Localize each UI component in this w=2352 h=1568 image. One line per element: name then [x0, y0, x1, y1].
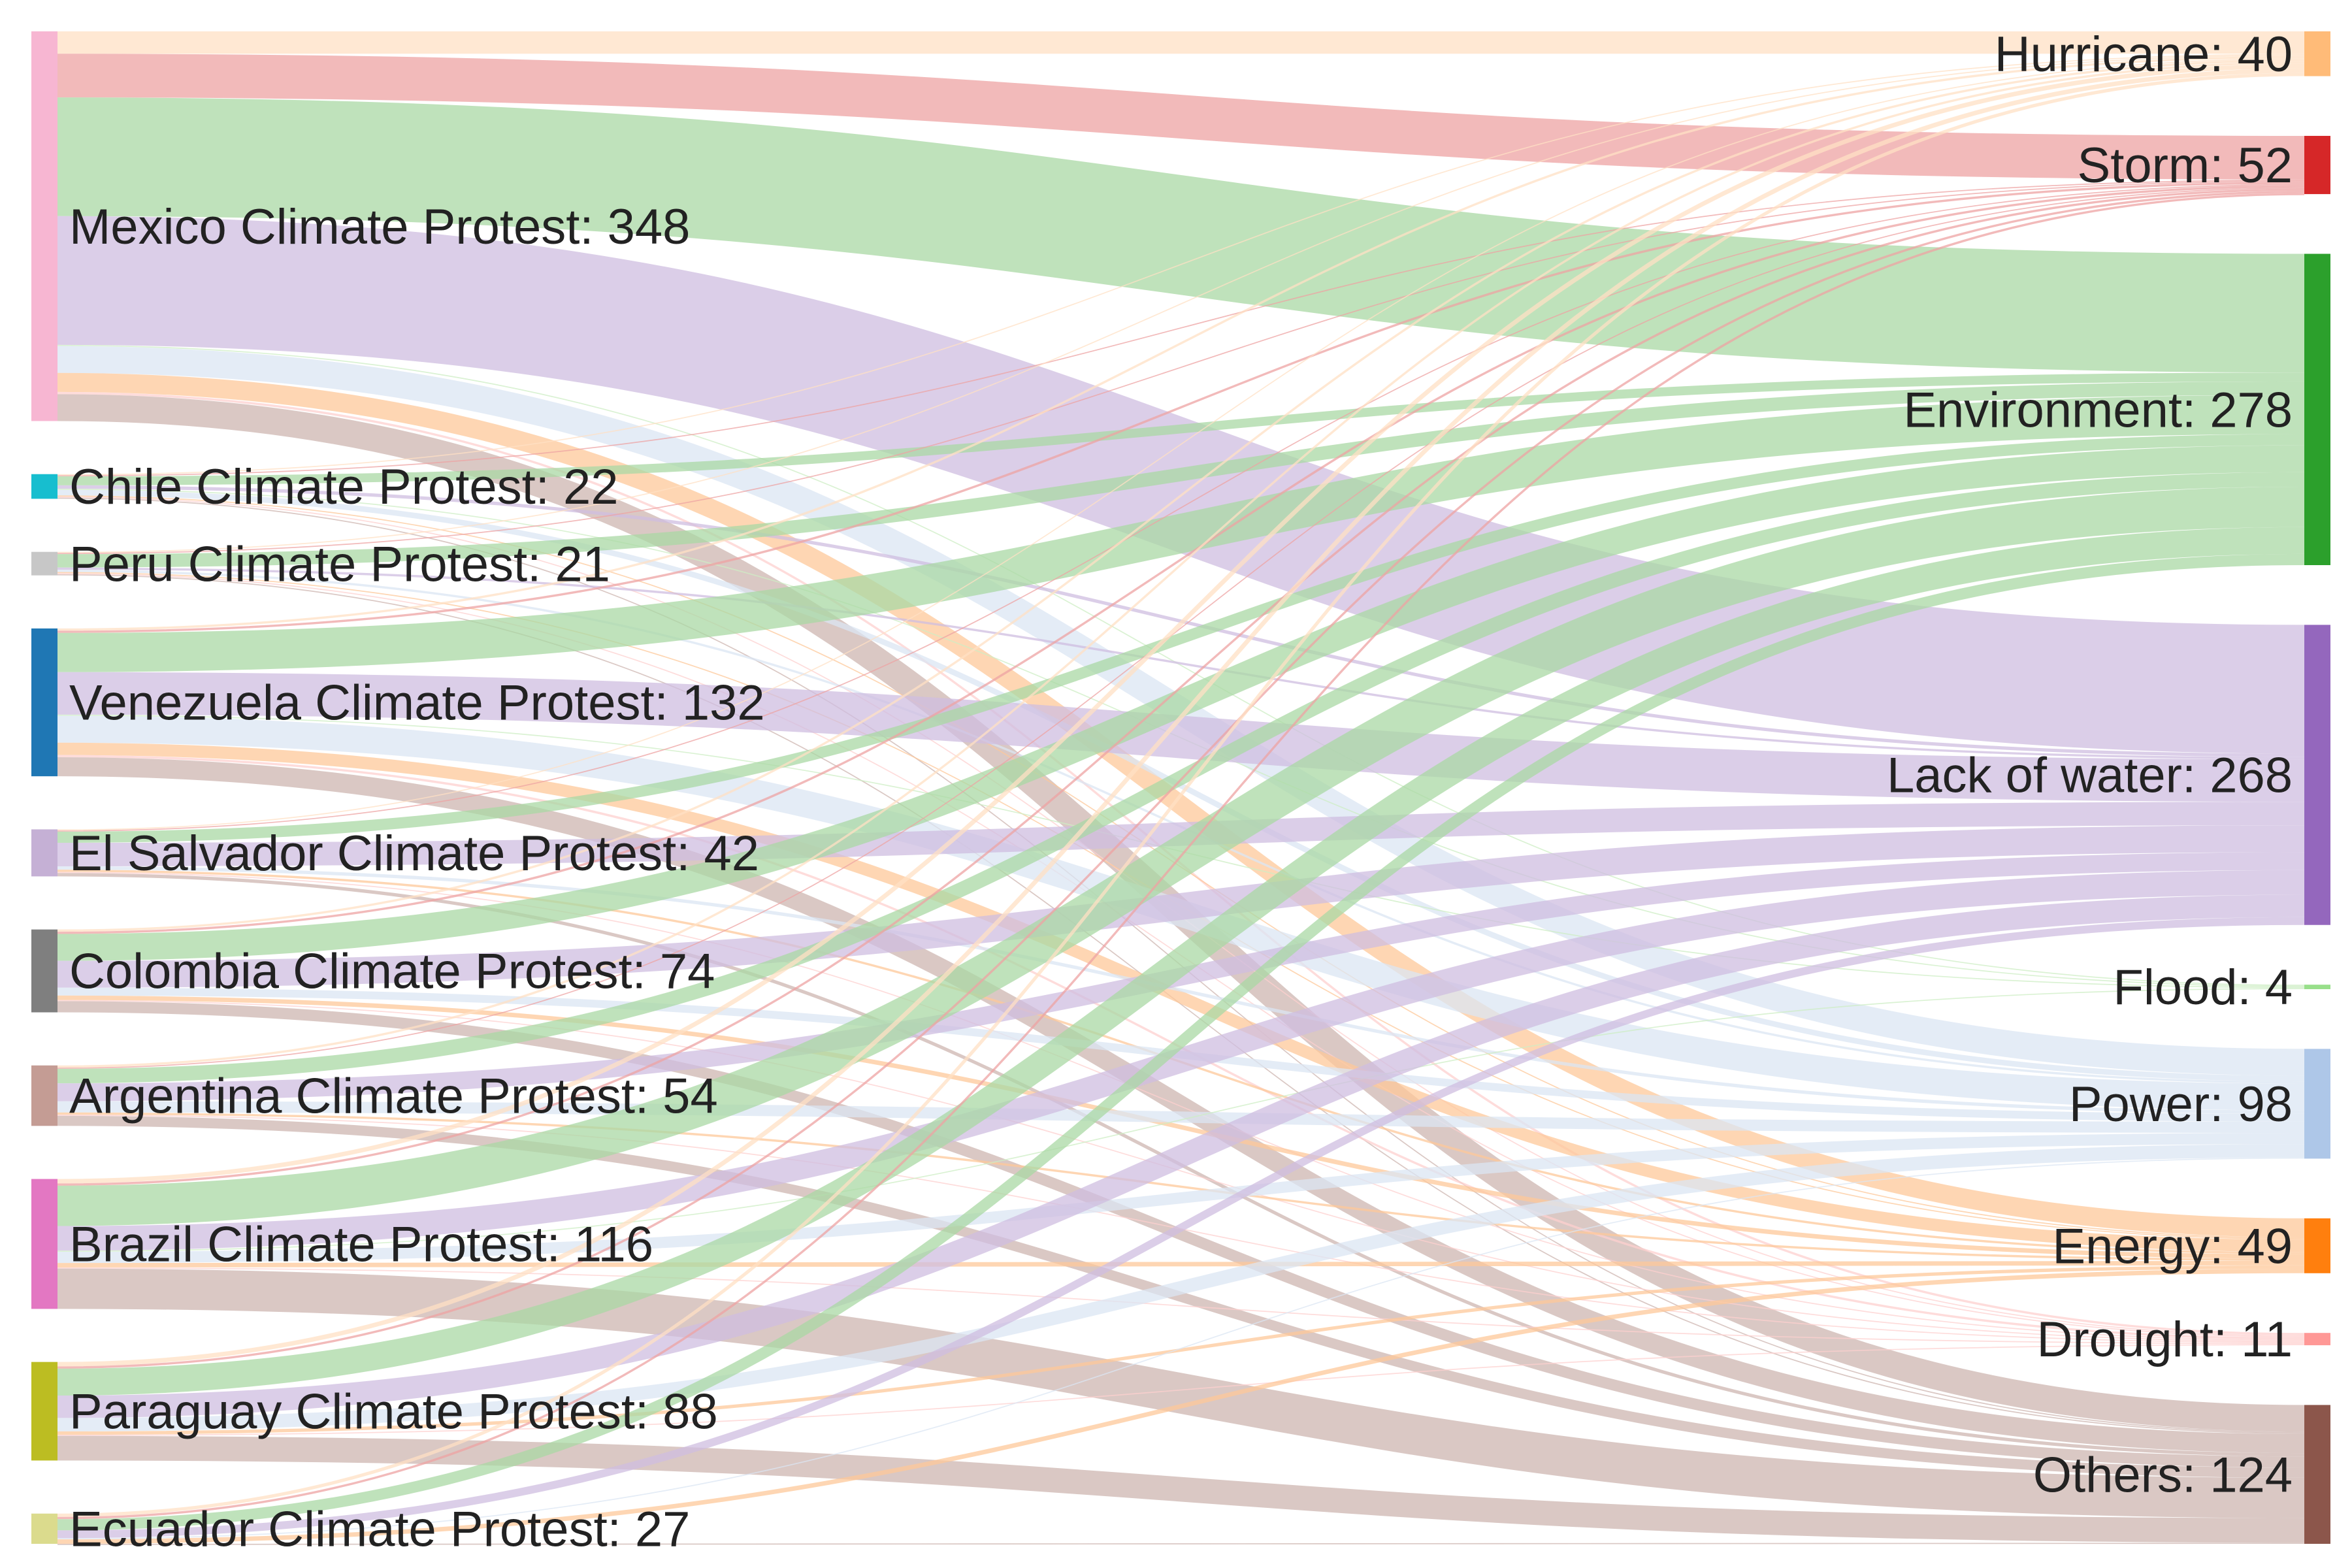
link-brazil-climate-protest-to-storm: [57, 188, 2305, 1186]
link-ecuador-climate-protest-to-power: [57, 1157, 2305, 1540]
link-brazil-climate-protest-to-hurricane: [57, 63, 2305, 1184]
link-peru-climate-protest-to-hurricane: [57, 54, 2305, 553]
link-colombia-climate-protest-to-environment: [57, 445, 2305, 961]
node-label-venezuela-climate-protest: Venezuela Climate Protest: 132: [69, 676, 765, 731]
link-colombia-climate-protest-to-hurricane: [57, 59, 2305, 932]
link-venezuela-climate-protest-to-energy: [57, 742, 2305, 1252]
node-el-salvador-climate-protest: [31, 829, 57, 877]
link-mexico-climate-protest-to-environment: [57, 97, 2305, 373]
node-label-el-salvador-climate-protest: El Salvador Climate Protest: 42: [69, 826, 759, 881]
node-argentina-climate-protest: [31, 1065, 57, 1126]
link-peru-climate-protest-to-lack-of-water: [57, 567, 2305, 760]
node-storm: [2304, 135, 2330, 195]
node-label-lack-of-water: Lack of water: 268: [1887, 748, 2293, 804]
node-label-colombia-climate-protest: Colombia Climate Protest: 74: [69, 944, 715, 1000]
link-peru-climate-protest-to-storm: [57, 180, 2305, 555]
link-ecuador-climate-protest-to-energy: [57, 1268, 2305, 1544]
link-chile-climate-protest-to-storm: [57, 179, 2305, 477]
link-venezuela-climate-protest-to-hurricane: [57, 56, 2305, 631]
node-label-chile-climate-protest: Chile Climate Protest: 22: [69, 459, 619, 515]
link-brazil-climate-protest-to-others: [57, 1268, 2305, 1518]
link-venezuela-climate-protest-to-environment: [57, 395, 2305, 672]
node-venezuela-climate-protest: [31, 628, 57, 777]
link-ecuador-climate-protest-to-lack-of-water: [57, 917, 2305, 1539]
link-colombia-climate-protest-to-lack-of-water: [57, 825, 2305, 988]
node-label-power: Power: 98: [2069, 1077, 2293, 1132]
link-chile-climate-protest-to-hurricane: [57, 54, 2305, 476]
link-brazil-climate-protest-to-power: [57, 1132, 2305, 1264]
link-ecuador-climate-protest-to-hurricane: [57, 73, 2305, 1517]
link-colombia-climate-protest-to-drought: [57, 1000, 2305, 1342]
node-mexico-climate-protest: [31, 31, 57, 421]
link-argentina-climate-protest-to-storm: [57, 187, 2305, 1069]
node-energy: [2304, 1218, 2330, 1273]
link-brazil-climate-protest-to-lack-of-water: [57, 870, 2305, 1251]
node-lack-of-water: [2304, 625, 2330, 925]
node-label-mexico-climate-protest: Mexico Climate Protest: 348: [69, 199, 690, 255]
link-chile-climate-protest-to-environment: [57, 372, 2305, 485]
node-drought: [2304, 1333, 2330, 1346]
node-brazil-climate-protest: [31, 1179, 57, 1309]
link-paraguay-climate-protest-to-others: [57, 1435, 2305, 1543]
node-others: [2304, 1405, 2330, 1544]
link-peru-climate-protest-to-environment: [57, 381, 2305, 568]
link-ecuador-climate-protest-to-environment: [57, 553, 2305, 1531]
node-label-ecuador-climate-protest: Ecuador Climate Protest: 27: [69, 1501, 690, 1557]
link-paraguay-climate-protest-to-storm: [57, 190, 2305, 1369]
node-label-peru-climate-protest: Peru Climate Protest: 21: [69, 536, 610, 592]
node-environment: [2304, 253, 2330, 565]
link-brazil-climate-protest-to-flood: [57, 988, 2305, 1252]
node-label-flood: Flood: 4: [2113, 960, 2293, 1015]
link-paraguay-climate-protest-to-drought: [57, 1344, 2305, 1436]
link-paraguay-climate-protest-to-lack-of-water: [57, 894, 2305, 1418]
link-el-salvador-climate-protest-to-environment: [57, 434, 2305, 843]
node-label-drought: Drought: 11: [2036, 1312, 2293, 1367]
link-argentina-climate-protest-to-hurricane: [57, 61, 2305, 1068]
link-paraguay-climate-protest-to-environment: [57, 527, 2305, 1396]
node-chile-climate-protest: [31, 474, 57, 499]
link-ecuador-climate-protest-to-others: [57, 1543, 2305, 1545]
link-argentina-climate-protest-to-environment: [57, 472, 2305, 1084]
node-peru-climate-protest: [31, 551, 57, 576]
link-brazil-climate-protest-to-drought: [57, 1267, 2305, 1345]
link-ecuador-climate-protest-to-storm: [57, 193, 2305, 1520]
sankey-labels: Mexico Climate Protest: 348 Chile Climate…: [69, 27, 2293, 1558]
link-venezuela-climate-protest-to-lack-of-water: [57, 672, 2305, 802]
node-label-others: Others: 124: [2033, 1447, 2293, 1503]
link-el-salvador-climate-protest-to-storm: [57, 184, 2305, 832]
node-paraguay-climate-protest: [31, 1362, 57, 1461]
link-colombia-climate-protest-to-energy: [57, 995, 2305, 1259]
node-hurricane: [2304, 31, 2330, 76]
link-el-salvador-climate-protest-to-hurricane: [57, 58, 2305, 831]
node-label-environment: Environment: 278: [1903, 382, 2293, 438]
node-flood: [2304, 985, 2330, 990]
link-brazil-climate-protest-to-energy: [57, 1260, 2305, 1267]
node-colombia-climate-protest: [31, 929, 57, 1013]
node-power: [2304, 1049, 2330, 1159]
node-label-energy: Energy: 49: [2052, 1218, 2293, 1274]
node-label-brazil-climate-protest: Brazil Climate Protest: 116: [69, 1217, 653, 1273]
node-label-hurricane: Hurricane: 40: [1995, 27, 2293, 82]
sankey-nodes: [31, 31, 2330, 1544]
node-label-storm: Storm: 52: [2078, 138, 2293, 193]
node-label-argentina-climate-protest: Argentina Climate Protest: 54: [69, 1069, 718, 1124]
link-mexico-climate-protest-to-lack-of-water: [57, 216, 2305, 754]
node-label-paraguay-climate-protest: Paraguay Climate Protest: 88: [69, 1384, 718, 1440]
sankey-links: [57, 31, 2305, 1545]
node-ecuador-climate-protest: [31, 1513, 57, 1544]
link-venezuela-climate-protest-to-storm: [57, 182, 2305, 633]
link-paraguay-climate-protest-to-power: [57, 1144, 2305, 1431]
link-paraguay-climate-protest-to-hurricane: [57, 68, 2305, 1367]
link-colombia-climate-protest-to-storm: [57, 185, 2305, 934]
link-argentina-climate-protest-to-energy: [57, 1112, 2305, 1261]
